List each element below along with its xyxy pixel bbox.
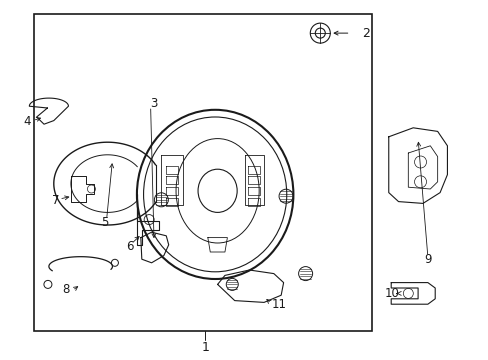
Text: 4: 4: [23, 115, 31, 128]
Text: 1: 1: [201, 341, 209, 354]
Text: 2: 2: [361, 27, 369, 40]
Bar: [34, 14, 371, 331]
Text: 8: 8: [62, 283, 70, 296]
Text: 5: 5: [101, 216, 109, 229]
Text: 6: 6: [125, 240, 133, 253]
Text: 9: 9: [423, 253, 431, 266]
Text: 11: 11: [271, 298, 286, 311]
Text: 3: 3: [150, 97, 158, 110]
Text: 10: 10: [384, 287, 399, 300]
Text: 7: 7: [52, 194, 60, 207]
